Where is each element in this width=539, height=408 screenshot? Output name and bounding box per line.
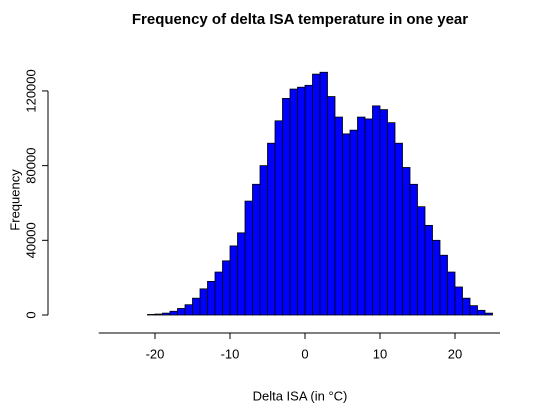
bar bbox=[342, 133, 351, 316]
bar bbox=[319, 71, 328, 316]
bar bbox=[214, 271, 223, 316]
bar bbox=[177, 308, 186, 316]
bar bbox=[274, 120, 283, 316]
bar bbox=[147, 314, 156, 316]
y-tick-label: 0 bbox=[23, 311, 38, 318]
bar bbox=[297, 86, 306, 316]
bar bbox=[259, 165, 268, 316]
x-tick-label: 20 bbox=[448, 346, 462, 361]
bar bbox=[402, 167, 411, 316]
bar bbox=[267, 142, 276, 316]
bar bbox=[229, 245, 238, 316]
bar bbox=[447, 271, 456, 316]
bar bbox=[469, 305, 478, 316]
chart-title: Frequency of delta ISA temperature in on… bbox=[132, 11, 468, 28]
bar bbox=[304, 84, 313, 316]
bar bbox=[237, 232, 246, 316]
x-tick-label: 10 bbox=[373, 346, 387, 361]
bar bbox=[454, 286, 463, 316]
bar bbox=[184, 304, 193, 316]
bar bbox=[327, 96, 336, 316]
bar bbox=[357, 116, 366, 316]
x-tick-label: 0 bbox=[301, 346, 308, 361]
bar bbox=[439, 254, 448, 316]
bar bbox=[484, 312, 493, 316]
bar bbox=[169, 310, 178, 316]
bar bbox=[372, 105, 381, 316]
bar bbox=[192, 297, 201, 316]
bar bbox=[222, 260, 231, 316]
y-axis-label: Frequency bbox=[7, 169, 22, 231]
bar bbox=[162, 312, 171, 316]
bar bbox=[252, 183, 261, 316]
bar bbox=[282, 98, 291, 316]
x-axis-label: Delta ISA (in °C) bbox=[253, 388, 348, 403]
bar bbox=[417, 206, 426, 316]
bar bbox=[334, 116, 343, 316]
bar bbox=[387, 122, 396, 316]
bar bbox=[207, 280, 216, 316]
y-tick-label: 120000 bbox=[23, 69, 38, 112]
bar bbox=[477, 309, 486, 316]
bar bbox=[312, 73, 321, 316]
bar bbox=[432, 239, 441, 316]
x-tick-label: -20 bbox=[146, 346, 165, 361]
bar bbox=[394, 142, 403, 316]
bar bbox=[364, 118, 373, 316]
bar bbox=[154, 313, 163, 316]
y-tick-label: 80000 bbox=[23, 148, 38, 184]
y-tick-label: 40000 bbox=[23, 222, 38, 258]
bar bbox=[244, 200, 253, 316]
bar bbox=[289, 88, 298, 316]
bar bbox=[349, 129, 358, 316]
bar bbox=[409, 183, 418, 316]
bar bbox=[424, 224, 433, 316]
bar bbox=[462, 297, 471, 316]
bar bbox=[199, 288, 208, 316]
x-tick-label: -10 bbox=[221, 346, 240, 361]
bar bbox=[379, 109, 388, 316]
